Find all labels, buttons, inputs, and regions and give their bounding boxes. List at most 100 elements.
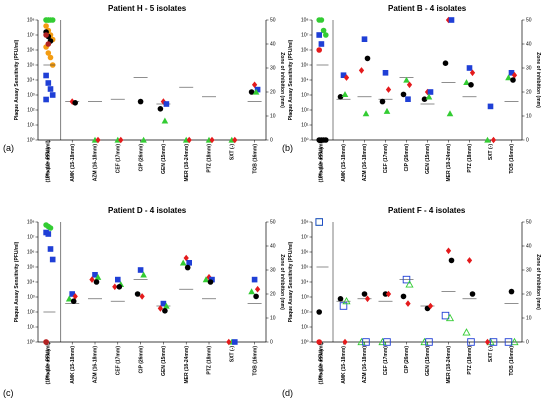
left-tick-label: 10⁵ — [27, 265, 35, 271]
right-tick-label: 0 — [526, 340, 529, 346]
x-category-plaque-line2: (10⁰ - 10⁹ PFU/ml) — [45, 342, 51, 384]
zone-point-gen — [421, 96, 428, 103]
panel-label: (b) — [282, 143, 293, 153]
x-category-label: PTZ (18mm) — [207, 346, 213, 375]
zone-point-ptz — [466, 65, 473, 71]
x-category-label: SXT (-) — [230, 346, 236, 362]
x-category-label: GEN (15mm) — [425, 144, 431, 174]
zone-point-ptz — [467, 338, 475, 346]
panel-c: Patient D - 4 isolates (c) 10⁰ 10¹ 10² 10³ 10⁴… — [3, 206, 285, 398]
zone-point-sxt — [231, 339, 238, 345]
right-tick-label: 0 — [270, 340, 273, 346]
zone-point-cef — [385, 86, 392, 93]
zone-point-amk — [343, 74, 350, 81]
plaque-point-blue — [45, 80, 52, 86]
zone-point-gen — [427, 89, 434, 95]
x-category-label: CEF (17mm) — [383, 144, 389, 174]
zone-point-gen — [425, 338, 433, 346]
zone-point-amk — [342, 338, 348, 346]
x-category-label: CEF (17mm) — [383, 346, 389, 376]
panel-title: Patient H - 5 isolates — [108, 4, 187, 13]
left-tick-label: 10⁶ — [301, 250, 309, 256]
zone-point-mer — [442, 60, 449, 67]
x-category-plaque: Plaque assay(10⁰ - 10⁹ PFU/ml) — [319, 140, 325, 182]
plaque-point-green — [45, 17, 52, 23]
zone-point-gen — [157, 305, 164, 312]
right-tick-label: 30 — [270, 66, 276, 72]
x-category-label: CIP (26mm) — [404, 144, 410, 172]
plaque-point-darkred — [43, 339, 49, 345]
x-category-label: AZM (16-18mm) — [93, 144, 99, 182]
x-category-label: CIP (26mm) — [404, 346, 410, 374]
zone-point-tob — [508, 288, 515, 295]
right-tick-label: 40 — [526, 42, 532, 48]
x-category-label: GEN (15mm) — [161, 144, 167, 174]
left-tick-label: 10¹ — [27, 123, 35, 129]
zone-point-tob — [511, 71, 518, 79]
zone-point-mer — [445, 247, 452, 255]
zone-point-cip — [134, 291, 141, 297]
x-category-plaque-line1: Plaque assay — [45, 146, 51, 178]
plaque-point-blue — [43, 72, 49, 79]
zone-point-ptz — [469, 69, 476, 77]
left-tick-label: 10² — [301, 108, 309, 114]
left-tick-label: 10⁵ — [301, 63, 309, 69]
right-tick-label: 10 — [270, 114, 276, 120]
left-tick-label: 10² — [27, 310, 35, 316]
zone-point-ptz — [202, 276, 210, 283]
x-category-plaque: Plaque assay(10⁰ - 10⁹ PFU/ml) — [319, 342, 325, 384]
zone-point-amk — [65, 295, 73, 302]
plaque-point-red — [316, 339, 323, 345]
zone-point-sxt — [232, 136, 238, 144]
right-tick-label: 30 — [270, 268, 276, 274]
zone-point-cef — [379, 98, 386, 105]
zone-point-tob — [254, 86, 261, 93]
left-tick-label: 10¹ — [301, 325, 309, 331]
zone-point-gen — [163, 101, 170, 107]
right-tick-label: 20 — [270, 90, 276, 96]
x-category-label: AZM (16-18mm) — [362, 346, 368, 384]
x-category-label: MER (18-24mm) — [184, 144, 190, 182]
plaque-point-blue — [47, 86, 54, 92]
x-category-label: PTZ (18mm) — [207, 144, 213, 173]
x-category-label: CIP (26mm) — [138, 144, 144, 172]
right-tick-label: 40 — [526, 244, 532, 250]
left-tick-label: 10³ — [301, 295, 309, 301]
zone-point-amk — [69, 291, 76, 297]
plaque-point-blue — [43, 96, 49, 103]
zone-point-cef — [112, 283, 118, 291]
zone-point-ptz — [209, 276, 215, 283]
y-right-label: Zone of inhibition (mm) — [535, 254, 541, 310]
zone-point-sxt — [484, 136, 491, 143]
zone-point-azm — [361, 291, 368, 297]
left-tick-label: 10⁶ — [301, 48, 309, 54]
left-tick-label: 10⁴ — [27, 78, 35, 84]
x-category-label: TOB (16mm) — [509, 144, 515, 174]
left-tick-label: 10² — [301, 310, 309, 316]
zone-point-ptz — [468, 81, 474, 88]
zone-point-azm — [362, 338, 370, 346]
y-left-label: Plaque Assay Sensitivity (PFU/ml) — [14, 39, 20, 120]
zone-point-amk — [72, 99, 79, 106]
left-tick-label: 10² — [27, 108, 35, 114]
zone-point-gen — [160, 300, 167, 307]
zone-point-mer — [179, 259, 187, 266]
zone-point-mer — [448, 17, 455, 23]
zone-point-cip — [402, 275, 411, 284]
zone-point-mer — [441, 311, 450, 320]
x-category-label: AZM (16-18mm) — [362, 144, 368, 182]
right-tick-label: 40 — [270, 42, 276, 48]
plaque-point-blue — [49, 92, 56, 98]
zone-point-ptz — [207, 279, 214, 285]
left-tick-label: 10⁷ — [27, 33, 35, 39]
zone-point-sxt — [489, 338, 498, 346]
y-left-label: Plaque Assay Sensitivity (PFU/ml) — [288, 241, 294, 322]
plaque-point-blue — [49, 256, 56, 263]
zone-point-ptz — [209, 136, 215, 144]
x-category-label: AZM (16-18mm) — [93, 346, 99, 384]
zone-point-sxt — [487, 103, 494, 110]
left-tick-label: 10³ — [27, 93, 35, 99]
zone-point-ptz — [463, 79, 470, 86]
zone-point-tob — [510, 337, 519, 346]
x-category-label: TOB (16mm) — [252, 144, 258, 174]
